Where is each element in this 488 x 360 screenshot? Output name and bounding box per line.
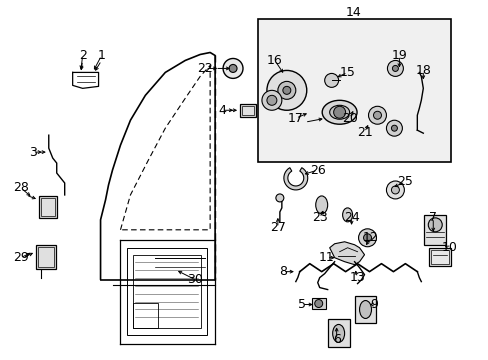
Text: 26: 26 [309, 163, 325, 176]
Bar [327, 319, 349, 347]
Bar [133, 302, 158, 328]
Text: 11: 11 [318, 251, 334, 264]
Ellipse shape [322, 100, 356, 124]
Ellipse shape [332, 324, 344, 342]
Bar [258, 19, 450, 162]
Bar [127, 248, 207, 336]
Bar [430, 250, 448, 264]
Bar [38, 247, 54, 267]
Text: 14: 14 [345, 6, 361, 19]
Circle shape [228, 64, 237, 72]
Bar [311, 298, 325, 310]
Text: 9: 9 [370, 298, 378, 311]
Ellipse shape [315, 196, 327, 214]
Text: 7: 7 [428, 211, 436, 224]
Circle shape [262, 90, 281, 110]
Text: 19: 19 [391, 49, 407, 62]
Text: 18: 18 [414, 64, 430, 77]
Text: 13: 13 [349, 271, 365, 284]
Bar [240, 104, 255, 117]
Circle shape [266, 71, 306, 110]
Ellipse shape [359, 301, 371, 319]
Text: 5: 5 [297, 298, 305, 311]
Circle shape [358, 229, 376, 247]
Text: 24: 24 [343, 211, 359, 224]
Text: 1: 1 [98, 49, 105, 62]
Text: 6: 6 [332, 333, 340, 346]
Text: 15: 15 [339, 66, 355, 79]
Ellipse shape [329, 105, 349, 119]
Bar [424, 215, 446, 245]
Text: 21: 21 [356, 126, 372, 139]
Bar [41, 198, 55, 216]
Circle shape [324, 73, 338, 87]
Circle shape [427, 218, 441, 232]
Circle shape [386, 60, 403, 76]
Circle shape [266, 95, 276, 105]
Text: 4: 4 [218, 104, 225, 117]
Text: 23: 23 [311, 211, 327, 224]
Text: 28: 28 [13, 181, 29, 194]
Text: 29: 29 [13, 251, 29, 264]
Bar [133, 255, 201, 328]
Ellipse shape [342, 208, 352, 222]
Circle shape [277, 81, 295, 99]
Text: 16: 16 [266, 54, 282, 67]
Bar [36, 245, 56, 269]
Circle shape [386, 181, 404, 199]
Circle shape [363, 234, 371, 242]
Text: 3: 3 [29, 145, 37, 159]
Circle shape [392, 66, 398, 71]
Circle shape [223, 58, 243, 78]
Text: 10: 10 [440, 241, 456, 254]
Bar [242, 106, 253, 115]
Circle shape [373, 111, 381, 119]
Circle shape [282, 86, 290, 94]
Bar [354, 296, 376, 323]
Text: 25: 25 [397, 175, 412, 189]
Bar [428, 248, 450, 266]
Text: 8: 8 [278, 265, 286, 278]
Text: 27: 27 [269, 221, 285, 234]
Bar [39, 196, 57, 218]
Circle shape [390, 186, 399, 194]
Circle shape [386, 120, 402, 136]
Circle shape [333, 106, 345, 118]
Polygon shape [283, 168, 307, 190]
Text: 2: 2 [79, 49, 86, 62]
Text: 30: 30 [187, 273, 203, 286]
Circle shape [368, 106, 386, 124]
Circle shape [390, 125, 397, 131]
Circle shape [314, 300, 322, 307]
Circle shape [275, 194, 283, 202]
Text: 22: 22 [197, 62, 213, 75]
Text: 20: 20 [341, 112, 357, 125]
Polygon shape [329, 242, 364, 265]
Text: 12: 12 [362, 231, 378, 244]
Text: 17: 17 [287, 112, 303, 125]
